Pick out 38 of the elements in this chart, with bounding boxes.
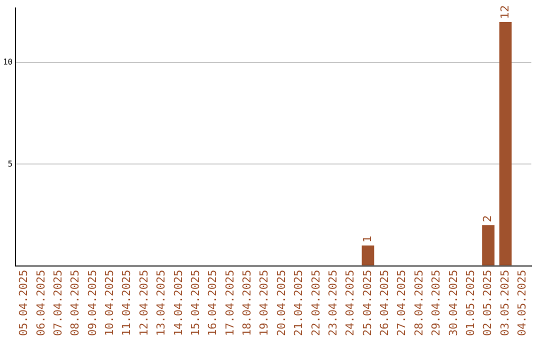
bar <box>499 22 512 266</box>
bar <box>482 225 494 266</box>
x-tick-label: 17.04.2025 <box>223 270 236 336</box>
x-tick-label: 09.04.2025 <box>86 270 99 336</box>
x-tick-label: 11.04.2025 <box>120 270 134 336</box>
x-tick-label: 07.04.2025 <box>51 270 64 336</box>
x-tick-label: 24.04.2025 <box>344 270 357 336</box>
x-tick-label: 26.04.2025 <box>378 270 392 336</box>
x-tick-label: 18.04.2025 <box>240 270 254 336</box>
x-tick-label: 02.05.2025 <box>481 270 494 336</box>
x-tick-label: 22.04.2025 <box>309 270 322 336</box>
x-tick-label: 06.04.2025 <box>34 270 48 336</box>
data-label: 1 <box>360 235 374 242</box>
data-label: 12 <box>498 5 512 20</box>
x-tick-label: 21.04.2025 <box>292 270 306 336</box>
y-tick-label: 5 <box>8 159 13 168</box>
x-tick-label: 03.05.2025 <box>498 270 512 336</box>
x-tick-label: 12.04.2025 <box>137 270 150 336</box>
x-tick-label: 23.04.2025 <box>326 270 340 336</box>
x-tick-label: 15.04.2025 <box>188 270 202 336</box>
x-tick-label: 30.04.2025 <box>446 270 460 336</box>
x-tick-label: 13.04.2025 <box>154 270 168 336</box>
x-tick-label: 14.04.2025 <box>172 270 185 336</box>
data-label: 2 <box>481 215 494 222</box>
bar <box>362 245 374 266</box>
x-tick-label: 25.04.2025 <box>360 270 374 336</box>
x-tick-label: 01.05.2025 <box>464 270 477 336</box>
x-tick-label: 29.04.2025 <box>430 270 443 336</box>
x-tick-label: 08.04.2025 <box>68 270 82 336</box>
x-tick-label: 20.04.2025 <box>274 270 288 336</box>
x-tick-label: 27.04.2025 <box>395 270 408 336</box>
x-tick-label: 28.04.2025 <box>412 270 426 336</box>
x-tick-label: 05.04.2025 <box>17 270 30 336</box>
x-tick-label: 19.04.2025 <box>258 270 271 336</box>
x-tick-label: 16.04.2025 <box>206 270 220 336</box>
x-tick-label: 04.05.2025 <box>516 270 529 336</box>
x-tick-label: 10.04.2025 <box>103 270 116 336</box>
y-tick-label: 10 <box>2 58 13 67</box>
